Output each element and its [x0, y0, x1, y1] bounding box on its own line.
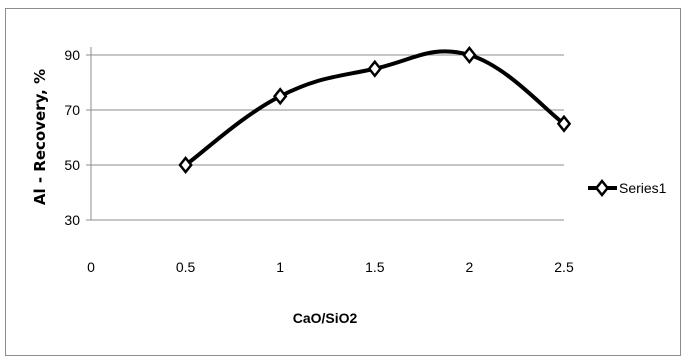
- data-point-0.5: [178, 155, 193, 175]
- x-tick-label: 1: [276, 259, 284, 275]
- x-tick-label: 2.5: [554, 259, 574, 275]
- x-tick-label: 0: [87, 259, 95, 275]
- y-tick-label: 30: [64, 212, 80, 228]
- axes: [86, 47, 92, 221]
- data-point-2.5: [556, 114, 572, 133]
- gridlines: [91, 54, 564, 221]
- y-tick-labels: 30 50 70 90: [64, 47, 80, 228]
- series-layer: [178, 45, 572, 175]
- data-point-2: [462, 45, 477, 65]
- data-point-1: [272, 87, 288, 106]
- data-point-1.5: [367, 59, 383, 78]
- x-tick-label: 2: [466, 259, 474, 275]
- x-tick-label: 0.5: [176, 259, 196, 275]
- x-axis-title: CaO/SiO2: [293, 310, 358, 326]
- legend-marker: [594, 178, 610, 198]
- y-tick-label: 50: [64, 157, 80, 173]
- legend: Series1: [588, 178, 667, 198]
- y-tick-label: 70: [64, 102, 80, 118]
- x-tick-labels: 0 0.5 1 1.5 2 2.5: [87, 259, 574, 275]
- chart-frame: [5, 8, 681, 356]
- legend-label: Series1: [619, 180, 667, 196]
- y-tick-label: 90: [64, 47, 80, 63]
- y-axis-title: Al - Recovery, %: [31, 69, 49, 205]
- x-tick-label: 1.5: [365, 259, 385, 275]
